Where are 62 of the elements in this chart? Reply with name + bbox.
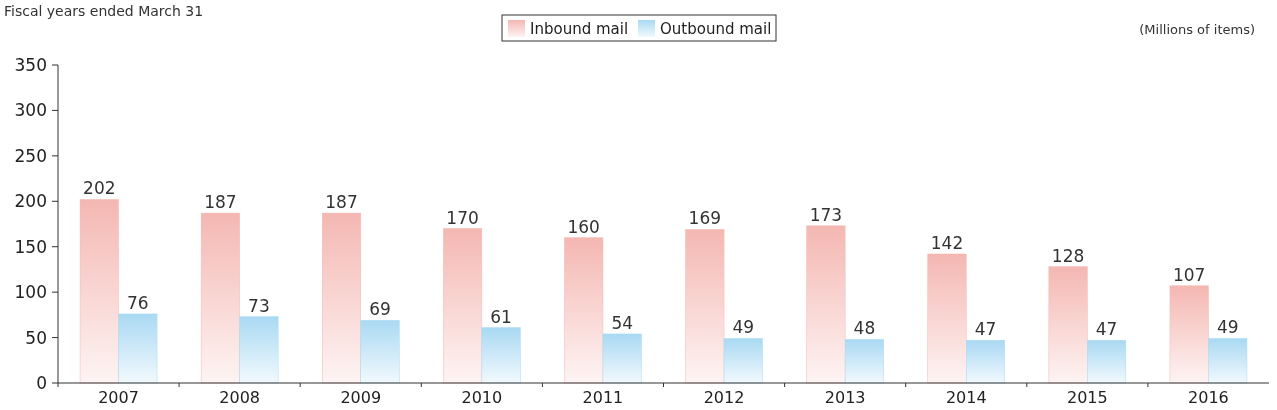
bar <box>1208 338 1248 384</box>
x-tick-label: 2012 <box>703 388 745 407</box>
bar <box>1048 266 1088 384</box>
x-tick-label: 2013 <box>824 388 866 407</box>
y-tick-label: 350 <box>14 54 47 75</box>
y-tick-label: 150 <box>14 236 47 257</box>
data-label: 170 <box>446 207 479 228</box>
x-tick-label: 2011 <box>582 388 624 407</box>
y-tick-label: 0 <box>36 372 47 393</box>
bar <box>1087 340 1127 384</box>
bar <box>79 199 119 384</box>
x-tick-label: 2015 <box>1066 388 1108 407</box>
bar <box>118 313 158 384</box>
bar <box>685 229 725 384</box>
bar <box>360 320 400 384</box>
data-label: 107 <box>1172 264 1206 285</box>
data-label: 47 <box>1095 319 1118 340</box>
x-tick-label: 2010 <box>461 388 503 407</box>
x-tick-label: 2014 <box>945 388 987 407</box>
legend-label: Inbound mail <box>530 20 629 38</box>
bar <box>443 228 483 384</box>
bar <box>481 327 521 384</box>
x-tick-label: 2007 <box>98 388 139 407</box>
y-tick-label: 250 <box>14 145 47 166</box>
bar <box>723 338 763 384</box>
bar <box>239 316 279 384</box>
data-label: 73 <box>248 295 270 316</box>
data-label: 47 <box>974 319 997 340</box>
data-label: 187 <box>204 192 237 213</box>
y-tick-label: 200 <box>14 191 47 212</box>
x-tick-label: 2008 <box>219 388 261 407</box>
y-tick-label: 50 <box>25 327 47 348</box>
legend-label: Outbound mail <box>660 20 772 38</box>
data-label: 202 <box>83 178 116 199</box>
x-tick-label: 2009 <box>340 388 382 407</box>
bar <box>927 253 967 384</box>
bar <box>844 339 884 384</box>
data-label: 49 <box>1216 317 1239 338</box>
y-tick-label: 100 <box>14 282 47 303</box>
data-label: 160 <box>567 216 600 237</box>
bar <box>322 212 361 384</box>
data-label: 49 <box>732 317 755 338</box>
bar <box>602 333 642 384</box>
data-label: 173 <box>809 204 843 225</box>
bar <box>1169 285 1209 384</box>
data-label: 48 <box>853 318 876 339</box>
bar <box>564 237 604 384</box>
data-label: 76 <box>126 292 149 313</box>
bar <box>966 340 1005 384</box>
data-label: 54 <box>611 312 634 333</box>
data-label: 169 <box>688 208 722 229</box>
data-label: 61 <box>490 306 512 327</box>
x-tick-label: 2016 <box>1188 388 1229 407</box>
bar <box>200 212 240 384</box>
y-tick-label: 300 <box>14 100 47 121</box>
data-label: 69 <box>369 299 391 320</box>
chart-title: Fiscal years ended March 31 <box>4 3 204 19</box>
y-axis-title: (Millions of items) <box>1139 22 1255 37</box>
data-label: 128 <box>1051 245 1085 266</box>
bar <box>806 225 846 384</box>
data-label: 142 <box>930 232 964 253</box>
data-label: 187 <box>325 192 358 213</box>
